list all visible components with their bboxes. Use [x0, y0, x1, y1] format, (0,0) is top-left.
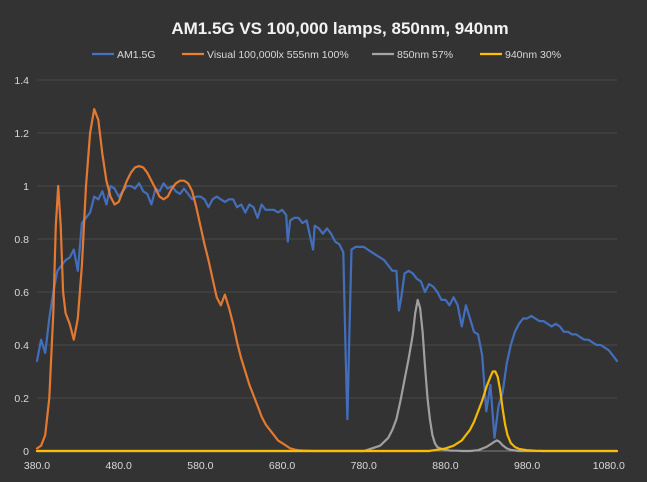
x-tick-label: 580.0: [187, 460, 213, 472]
x-tick-label: 880.0: [432, 460, 458, 472]
y-tick-label: 0.6: [14, 287, 29, 299]
x-tick-label: 380.0: [24, 460, 50, 472]
y-tick-label: 0: [23, 446, 29, 458]
series-line-940nm-30: [35, 370, 619, 453]
x-tick-label: 680.0: [269, 460, 295, 472]
x-tick-label: 1080.0: [593, 460, 625, 472]
legend-label: AM1.5G: [117, 49, 156, 61]
x-axis-ticks: 380.0 480.0 580.0 680.0 780.0 880.0 980.0 1080.…: [24, 460, 625, 472]
legend-label: 940nm 30%: [505, 49, 561, 61]
y-axis-ticks: 0 0.2 0.4 0.6 0.8 1 1.2 1.4: [14, 75, 29, 458]
legend-label: 850nm 57%: [397, 49, 453, 61]
series-lines: [35, 107, 619, 453]
y-tick-label: 0.8: [14, 234, 29, 246]
series-line-am1-5g: [35, 182, 619, 439]
x-tick-label: 780.0: [351, 460, 377, 472]
y-tick-label: 0.2: [14, 393, 29, 405]
x-tick-label: 480.0: [106, 460, 132, 472]
x-tick-label: 980.0: [514, 460, 540, 472]
y-tick-label: 1.4: [14, 75, 29, 87]
y-tick-label: 1.2: [14, 128, 29, 140]
legend-label: Visual 100,000lx 555nm 100%: [207, 49, 349, 61]
chart-title: AM1.5G VS 100,000 lamps, 850nm, 940nm: [171, 19, 508, 38]
y-tick-label: 0.4: [14, 340, 29, 352]
y-tick-label: 1: [23, 181, 29, 193]
legend: AM1.5G Visual 100,000lx 555nm 100% 850nm 5…: [92, 49, 561, 61]
series-line-850nm-57: [35, 298, 619, 453]
